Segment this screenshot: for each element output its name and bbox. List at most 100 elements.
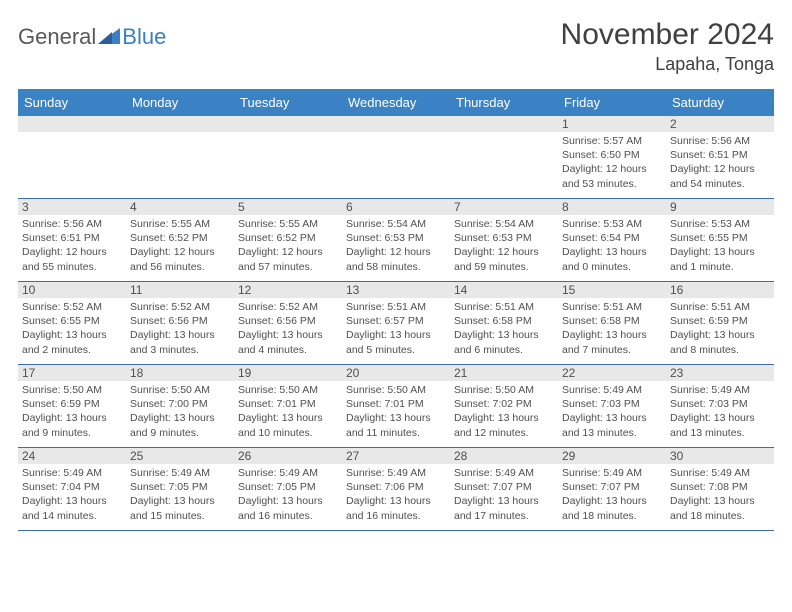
daylight-text: and 16 minutes.	[238, 509, 338, 523]
sunset-text: Sunset: 6:54 PM	[562, 231, 662, 245]
daylight-text: Daylight: 12 hours	[346, 245, 446, 259]
daylight-text: and 6 minutes.	[454, 343, 554, 357]
calendar-week: 24252627282930Sunrise: 5:49 AMSunset: 7:…	[18, 448, 774, 531]
sunrise-text: Sunrise: 5:50 AM	[22, 383, 122, 397]
day-cell: Sunrise: 5:49 AMSunset: 7:03 PMDaylight:…	[558, 381, 666, 447]
sunset-text: Sunset: 6:58 PM	[562, 314, 662, 328]
date-number: 13	[342, 282, 450, 298]
date-number: 14	[450, 282, 558, 298]
daylight-text: and 54 minutes.	[670, 177, 770, 191]
sunrise-text: Sunrise: 5:49 AM	[130, 466, 230, 480]
date-strip: 12	[18, 116, 774, 132]
day-header-wednesday: Wednesday	[342, 89, 450, 116]
day-cell	[450, 132, 558, 198]
daylight-text: Daylight: 12 hours	[130, 245, 230, 259]
day-cell	[126, 132, 234, 198]
sunrise-text: Sunrise: 5:53 AM	[670, 217, 770, 231]
daylight-text: and 5 minutes.	[346, 343, 446, 357]
daylight-text: and 16 minutes.	[346, 509, 446, 523]
day-cell: Sunrise: 5:50 AMSunset: 7:02 PMDaylight:…	[450, 381, 558, 447]
sunrise-text: Sunrise: 5:49 AM	[454, 466, 554, 480]
logo: General Blue	[18, 18, 166, 50]
daylight-text: and 14 minutes.	[22, 509, 122, 523]
daylight-text: and 17 minutes.	[454, 509, 554, 523]
day-cell	[342, 132, 450, 198]
date-number: 15	[558, 282, 666, 298]
calendar-page: General Blue November 2024 Lapaha, Tonga…	[0, 0, 792, 531]
sunset-text: Sunset: 7:04 PM	[22, 480, 122, 494]
date-number	[18, 116, 126, 132]
daylight-text: Daylight: 13 hours	[562, 245, 662, 259]
date-number: 22	[558, 365, 666, 381]
daylight-text: and 0 minutes.	[562, 260, 662, 274]
sunrise-text: Sunrise: 5:50 AM	[130, 383, 230, 397]
sunset-text: Sunset: 7:03 PM	[670, 397, 770, 411]
date-strip: 10111213141516	[18, 282, 774, 298]
day-cell: Sunrise: 5:53 AMSunset: 6:55 PMDaylight:…	[666, 215, 774, 281]
day-cell: Sunrise: 5:56 AMSunset: 6:51 PMDaylight:…	[18, 215, 126, 281]
daylight-text: and 8 minutes.	[670, 343, 770, 357]
logo-text-blue: Blue	[122, 24, 166, 50]
daylight-text: Daylight: 12 hours	[562, 162, 662, 176]
day-cell: Sunrise: 5:51 AMSunset: 6:58 PMDaylight:…	[558, 298, 666, 364]
date-number: 19	[234, 365, 342, 381]
sunrise-text: Sunrise: 5:49 AM	[22, 466, 122, 480]
body-strip: Sunrise: 5:49 AMSunset: 7:04 PMDaylight:…	[18, 464, 774, 530]
sunrise-text: Sunrise: 5:51 AM	[562, 300, 662, 314]
sunset-text: Sunset: 7:05 PM	[238, 480, 338, 494]
sunset-text: Sunset: 6:59 PM	[670, 314, 770, 328]
daylight-text: Daylight: 13 hours	[670, 494, 770, 508]
sunset-text: Sunset: 6:59 PM	[22, 397, 122, 411]
date-number: 11	[126, 282, 234, 298]
daylight-text: Daylight: 12 hours	[238, 245, 338, 259]
date-number	[342, 116, 450, 132]
sunset-text: Sunset: 6:55 PM	[22, 314, 122, 328]
sunrise-text: Sunrise: 5:56 AM	[670, 134, 770, 148]
date-number: 4	[126, 199, 234, 215]
date-number: 7	[450, 199, 558, 215]
day-cell: Sunrise: 5:50 AMSunset: 7:01 PMDaylight:…	[342, 381, 450, 447]
sunrise-text: Sunrise: 5:54 AM	[454, 217, 554, 231]
daylight-text: and 55 minutes.	[22, 260, 122, 274]
date-number: 18	[126, 365, 234, 381]
day-header-saturday: Saturday	[666, 89, 774, 116]
day-cell: Sunrise: 5:49 AMSunset: 7:03 PMDaylight:…	[666, 381, 774, 447]
date-number: 24	[18, 448, 126, 464]
date-number	[234, 116, 342, 132]
daylight-text: Daylight: 13 hours	[562, 328, 662, 342]
daylight-text: Daylight: 13 hours	[454, 411, 554, 425]
daylight-text: Daylight: 13 hours	[562, 494, 662, 508]
sunrise-text: Sunrise: 5:52 AM	[22, 300, 122, 314]
daylight-text: and 56 minutes.	[130, 260, 230, 274]
sunrise-text: Sunrise: 5:55 AM	[130, 217, 230, 231]
daylight-text: and 53 minutes.	[562, 177, 662, 191]
sunrise-text: Sunrise: 5:49 AM	[670, 383, 770, 397]
daylight-text: and 3 minutes.	[130, 343, 230, 357]
day-cell: Sunrise: 5:51 AMSunset: 6:57 PMDaylight:…	[342, 298, 450, 364]
sunrise-text: Sunrise: 5:51 AM	[346, 300, 446, 314]
day-cell: Sunrise: 5:52 AMSunset: 6:56 PMDaylight:…	[126, 298, 234, 364]
day-cell: Sunrise: 5:49 AMSunset: 7:08 PMDaylight:…	[666, 464, 774, 530]
daylight-text: Daylight: 13 hours	[670, 411, 770, 425]
date-number: 2	[666, 116, 774, 132]
sunset-text: Sunset: 6:57 PM	[346, 314, 446, 328]
daylight-text: Daylight: 13 hours	[562, 411, 662, 425]
sunrise-text: Sunrise: 5:52 AM	[130, 300, 230, 314]
day-cell: Sunrise: 5:55 AMSunset: 6:52 PMDaylight:…	[126, 215, 234, 281]
date-number: 23	[666, 365, 774, 381]
daylight-text: and 9 minutes.	[22, 426, 122, 440]
date-strip: 24252627282930	[18, 448, 774, 464]
daylight-text: and 13 minutes.	[670, 426, 770, 440]
sunset-text: Sunset: 6:53 PM	[346, 231, 446, 245]
date-number: 25	[126, 448, 234, 464]
daylight-text: Daylight: 13 hours	[238, 494, 338, 508]
sunrise-text: Sunrise: 5:57 AM	[562, 134, 662, 148]
sunset-text: Sunset: 7:02 PM	[454, 397, 554, 411]
sunset-text: Sunset: 7:03 PM	[562, 397, 662, 411]
day-cell: Sunrise: 5:49 AMSunset: 7:07 PMDaylight:…	[558, 464, 666, 530]
logo-text-general: General	[18, 24, 96, 50]
sunrise-text: Sunrise: 5:50 AM	[346, 383, 446, 397]
daylight-text: Daylight: 13 hours	[346, 411, 446, 425]
date-number: 29	[558, 448, 666, 464]
date-number: 10	[18, 282, 126, 298]
